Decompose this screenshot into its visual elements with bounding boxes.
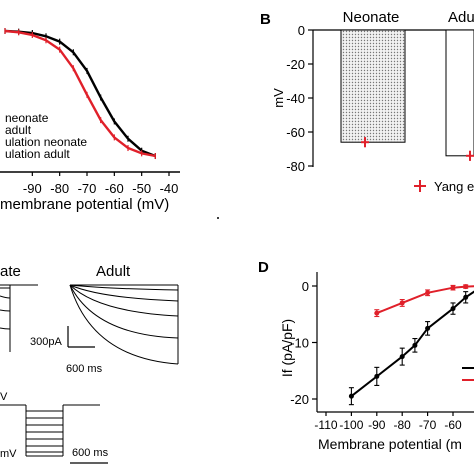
data-point: [399, 300, 405, 306]
x-tick-label: -70: [78, 181, 97, 196]
series-line-neonate: [4, 29, 156, 158]
protocol-time-label: 600 ms: [72, 447, 109, 459]
x-tick-label: -50: [132, 181, 151, 196]
y-tick-label: -20: [286, 57, 305, 72]
panel-a-x-label: membrane potential (mV): [0, 196, 169, 213]
y-tick-label: 0: [298, 23, 305, 38]
separator-dot: [217, 217, 219, 219]
x-tick-label: -110: [314, 418, 337, 432]
x-tick-label: -60: [444, 418, 462, 432]
x-tick-label: -90: [368, 418, 386, 432]
panel-b-legend-label: Yang e: [434, 179, 474, 194]
time-scale-label: 600 ms: [66, 363, 103, 375]
panel-d-legend: [462, 367, 474, 381]
y-tick-label: 0: [302, 279, 309, 294]
series-line-adult: [4, 29, 156, 158]
data-point: [412, 342, 418, 348]
current-scale-bar: [67, 326, 95, 348]
panel-d: D If (pA/pF) 0 -10 -20 -110 -100 -90 -80 -70 -6…: [258, 259, 474, 452]
neonate-current-traces: [0, 284, 38, 352]
panel-d-x-label: Membrane potential (m: [318, 436, 462, 452]
panel-d-label: D: [258, 259, 269, 276]
panel-b-label: B: [260, 11, 271, 28]
data-point: [463, 294, 469, 300]
x-tick-label: -80: [394, 418, 412, 432]
adult-current-traces: [69, 284, 179, 365]
data-point: [463, 284, 469, 290]
bar-neonate: [340, 29, 406, 143]
bar-label-neonate: Neonate: [343, 9, 400, 26]
protocol-label-top: V: [0, 391, 8, 403]
panel-d-y-label: If (pA/pF): [279, 319, 295, 377]
data-point: [450, 285, 456, 291]
x-tick-label: -60: [105, 181, 124, 196]
current-scale-label: 300pA: [30, 336, 62, 348]
bar-adu: [445, 29, 474, 157]
legend-item-4: ulation adult: [5, 147, 70, 161]
data-point: [374, 373, 380, 379]
y-tick-label: -40: [286, 91, 305, 106]
y-tick-label: -10: [290, 336, 309, 351]
panel-c-title-left: ate: [0, 263, 21, 280]
panel-c-title-adult: Adult: [96, 263, 131, 280]
data-point: [425, 290, 431, 296]
data-point: [450, 306, 456, 312]
legend-item-2: adult: [5, 123, 32, 137]
panel-b-y-label: mV: [271, 88, 286, 108]
y-tick-label: -60: [286, 125, 305, 140]
x-tick-label: -90: [23, 181, 42, 196]
y-tick-label: -80: [286, 159, 305, 174]
panel-a-legend: neonate adult ulation neonate ulation ad…: [5, 111, 87, 161]
panel-a: -90 -80 -70 -60 -50 -40 membrane potential (m…: [0, 28, 180, 213]
panel-b: B mV 0 -20 -40 -60 -80 Neonate Adu Yang e: [260, 9, 474, 194]
data-point: [374, 310, 380, 316]
panel-b-legend: Yang e: [414, 179, 474, 194]
bar-label-adult: Adu: [448, 9, 474, 26]
panel-c: ate Adult 300pA 600 ms: [0, 263, 179, 464]
data-point: [348, 393, 354, 399]
x-tick-label: -40: [160, 181, 179, 196]
y-tick-label: -20: [290, 392, 309, 407]
voltage-protocol: [0, 404, 108, 464]
legend-item-1: neonate: [5, 111, 49, 125]
protocol-label-bottom: mV: [0, 448, 17, 460]
x-tick-label: -80: [50, 181, 69, 196]
x-tick-label: -100: [339, 418, 363, 432]
x-tick-label: -70: [419, 418, 437, 432]
series-line-0: [350, 290, 474, 397]
data-point: [399, 354, 405, 360]
data-point: [425, 325, 431, 331]
legend-item-3: ulation neonate: [5, 135, 87, 149]
